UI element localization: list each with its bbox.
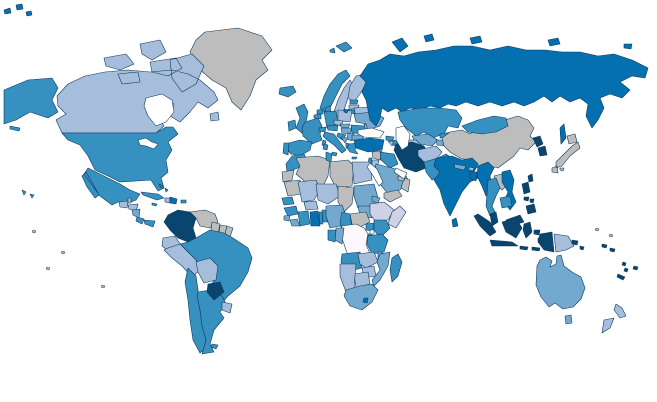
country-cote-divoire[interactable] (297, 210, 311, 227)
country-argentina[interactable] (196, 289, 227, 355)
country-niger[interactable] (315, 183, 341, 205)
persian-gulf (393, 167, 408, 180)
country-tanzania[interactable] (366, 233, 389, 255)
country-russia[interactable] (3, 3, 649, 145)
country-estonia[interactable] (349, 99, 359, 105)
country-yemen[interactable] (383, 189, 403, 203)
country-iraq[interactable] (379, 151, 399, 169)
country-netherlands[interactable] (316, 108, 324, 115)
country-uruguay[interactable] (221, 301, 233, 314)
country-south-korea[interactable] (537, 145, 548, 157)
country-norway[interactable] (319, 41, 353, 114)
country-vanuatu[interactable] (621, 261, 629, 273)
country-canada[interactable] (55, 39, 220, 134)
country-guatemala[interactable] (118, 200, 129, 209)
country-somalia[interactable] (387, 205, 407, 229)
country-togo[interactable] (318, 211, 324, 225)
country-syria[interactable] (371, 150, 383, 161)
country-ethiopia[interactable] (369, 201, 395, 223)
country-belgium[interactable] (313, 113, 322, 120)
red-sea (366, 162, 384, 187)
country-thailand[interactable] (485, 177, 501, 217)
country-australia[interactable] (535, 254, 586, 325)
country-kazakhstan[interactable] (397, 107, 463, 139)
caspian-sea (395, 125, 411, 151)
country-bolivia[interactable] (195, 257, 219, 284)
country-sierra-leone[interactable] (283, 214, 291, 222)
country-fiji[interactable] (632, 265, 639, 271)
country-papua-new-guinea[interactable] (553, 233, 575, 253)
country-mongolia[interactable] (461, 115, 509, 135)
country-switzerland[interactable] (318, 126, 327, 133)
country-slovakia[interactable] (339, 123, 351, 129)
country-botswana[interactable] (353, 271, 371, 289)
country-puerto-rico[interactable] (180, 199, 187, 204)
great-lakes (137, 137, 159, 150)
country-paraguay[interactable] (206, 281, 225, 301)
country-guinea[interactable] (283, 205, 299, 217)
country-north-korea[interactable] (532, 135, 544, 148)
country-madagascar[interactable] (389, 253, 403, 283)
country-libya[interactable] (329, 159, 355, 189)
country-new-caledonia[interactable] (616, 273, 626, 281)
black-sea (357, 127, 385, 139)
country-ghana[interactable] (309, 210, 321, 227)
country-new-zealand[interactable] (601, 303, 627, 334)
country-panama[interactable] (143, 219, 156, 228)
country-jamaica[interactable] (151, 202, 158, 207)
country-austria[interactable] (326, 124, 339, 132)
country-gabon[interactable] (327, 229, 337, 243)
country-sri-lanka[interactable] (451, 217, 459, 228)
country-taiwan[interactable] (527, 173, 534, 183)
country-senegal[interactable] (281, 196, 295, 206)
country-nicaragua[interactable] (131, 208, 141, 219)
country-costa-rica[interactable] (135, 216, 145, 225)
country-western-sahara[interactable] (281, 169, 295, 183)
country-usa[interactable] (3, 77, 179, 199)
country-oman[interactable] (400, 177, 411, 193)
country-georgia[interactable] (385, 135, 395, 142)
country-spain[interactable] (285, 139, 313, 157)
country-zambia[interactable] (357, 251, 379, 269)
country-belize[interactable] (127, 197, 132, 204)
country-india[interactable] (433, 155, 479, 217)
country-mexico[interactable] (81, 167, 141, 206)
country-portugal[interactable] (282, 142, 290, 156)
country-turkey[interactable] (353, 137, 385, 153)
country-bhutan[interactable] (468, 166, 475, 172)
pacific-island-specks (31, 227, 614, 289)
country-peru[interactable] (163, 243, 201, 278)
country-tunisia[interactable] (325, 151, 333, 163)
country-lesotho[interactable] (362, 297, 369, 304)
country-bangladesh[interactable] (469, 171, 478, 182)
country-croatia[interactable] (336, 132, 347, 141)
country-haiti[interactable] (164, 197, 171, 204)
country-congo[interactable] (334, 227, 345, 245)
country-japan[interactable] (551, 133, 581, 174)
country-solomon-islands[interactable] (571, 239, 616, 253)
country-burkina-faso[interactable] (303, 200, 319, 211)
hudson-bay (143, 93, 175, 127)
country-bahamas[interactable] (158, 183, 169, 193)
country-indonesia[interactable] (473, 213, 555, 253)
country-ireland[interactable] (287, 119, 297, 132)
country-nepal[interactable] (453, 163, 467, 171)
country-philippines[interactable] (521, 181, 537, 215)
country-kenya[interactable] (373, 219, 391, 239)
country-cambodia[interactable] (499, 195, 513, 209)
country-falkland-islands[interactable] (210, 343, 219, 350)
country-south-africa[interactable] (343, 283, 379, 311)
country-cuba[interactable] (140, 191, 165, 201)
lake-victoria (369, 229, 375, 235)
country-mali[interactable] (297, 179, 321, 203)
country-liberia[interactable] (289, 218, 301, 227)
country-dominican-republic[interactable] (169, 196, 178, 205)
country-bosnia[interactable] (340, 136, 349, 144)
country-iceland[interactable] (278, 85, 297, 98)
country-france[interactable] (301, 117, 327, 147)
